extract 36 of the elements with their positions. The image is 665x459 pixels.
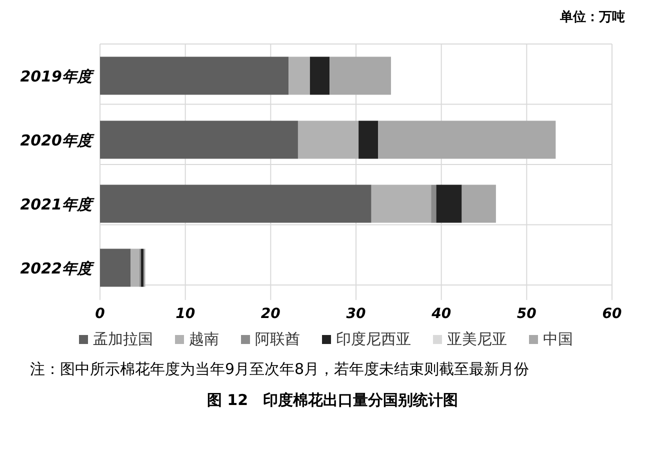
bar [288, 56, 310, 95]
bar [310, 56, 330, 95]
bar [298, 120, 359, 159]
legend-label: 孟加拉国 [93, 330, 153, 349]
bar [100, 184, 372, 223]
x-tick-label: 0 [95, 306, 106, 322]
bar [462, 184, 496, 223]
text: 图 12 印度棉花出口量分国别统计图 [206, 391, 460, 410]
text: 注：图中所示棉花年度为当年9月至次年8月，若年度未结束则截至最新月份 [29, 360, 530, 379]
legend-label: 印度尼西亚 [336, 330, 411, 349]
bar [358, 120, 378, 159]
legend-label: 亚美尼亚 [447, 330, 507, 349]
legend-label: 中国 [543, 330, 573, 349]
y-tick-label: 2020年度 [20, 131, 95, 150]
y-tick-label: 2021年度 [20, 195, 95, 214]
x-tick-label: 60 [602, 306, 622, 322]
x-tick-label: 20 [260, 306, 281, 322]
y-tick-label: 2019年度 [20, 67, 95, 86]
text: 单位：万吨 [559, 9, 626, 27]
bar [100, 248, 131, 287]
x-tick-label: 50 [516, 306, 537, 322]
bar [140, 248, 144, 287]
x-tick-label: 40 [430, 306, 452, 322]
bar [431, 184, 436, 223]
legend-label: 阿联酋 [255, 330, 300, 349]
bar [130, 248, 140, 287]
bar [100, 120, 298, 159]
bar [436, 184, 462, 223]
x-tick-label: 30 [346, 306, 366, 322]
legend-label: 越南 [189, 330, 219, 349]
bar [378, 120, 556, 159]
x-tick-label: 10 [176, 306, 196, 322]
bar [100, 56, 289, 95]
y-tick-label: 2022年度 [20, 259, 95, 278]
bar [371, 184, 432, 223]
bar [330, 56, 391, 95]
